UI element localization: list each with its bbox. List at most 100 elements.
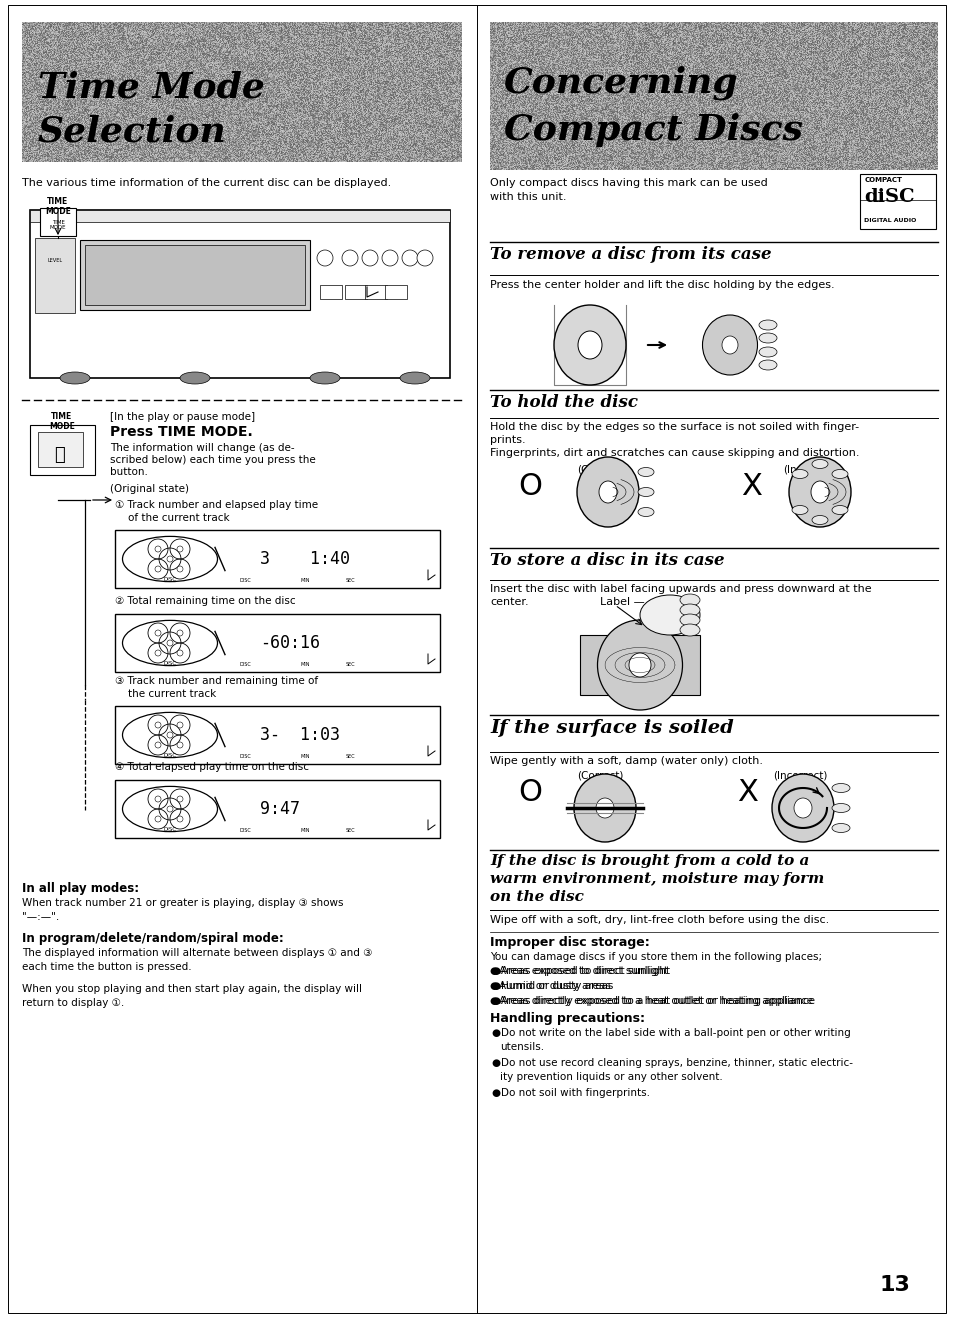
Text: Only compact discs having this mark can be used: Only compact discs having this mark can … (490, 178, 767, 188)
Text: center.: center. (490, 597, 528, 608)
Text: (Incorrect): (Incorrect) (772, 770, 826, 779)
Text: In all play modes:: In all play modes: (22, 882, 139, 896)
Text: SEC: SEC (345, 579, 355, 583)
Bar (35, 238, 75, 313)
Text: DISC: DISC (163, 753, 176, 758)
Text: Press TIME MODE.: Press TIME MODE. (110, 425, 253, 439)
Text: DISC: DISC (163, 577, 176, 581)
Ellipse shape (771, 774, 833, 841)
Text: Wipe off with a soft, dry, lint-free cloth before using the disc.: Wipe off with a soft, dry, lint-free clo… (490, 915, 828, 925)
Circle shape (154, 816, 161, 822)
Circle shape (416, 250, 433, 266)
Text: Press the center holder and lift the disc holding by the edges.: Press the center holder and lift the dis… (490, 280, 834, 291)
Text: Selection: Selection (38, 115, 227, 149)
Text: ② Total remaining time on the disc: ② Total remaining time on the disc (115, 596, 295, 606)
Bar (115, 614, 439, 672)
Ellipse shape (628, 653, 650, 676)
Text: DISC: DISC (239, 828, 251, 834)
Bar (345, 285, 367, 299)
Text: return to display ①.: return to display ①. (22, 997, 124, 1008)
Text: MIN: MIN (300, 579, 310, 583)
Text: To remove a disc from its case: To remove a disc from its case (490, 246, 771, 263)
Text: "—:—".: "—:—". (22, 911, 59, 922)
Text: warm environment, moisture may form: warm environment, moisture may form (490, 872, 823, 886)
Circle shape (154, 742, 161, 748)
Ellipse shape (310, 373, 339, 384)
Ellipse shape (831, 506, 847, 514)
Circle shape (316, 250, 333, 266)
Text: (Correct): (Correct) (577, 770, 622, 779)
Circle shape (177, 650, 183, 657)
Ellipse shape (810, 481, 828, 503)
Ellipse shape (638, 487, 654, 497)
Text: ✋: ✋ (54, 446, 66, 464)
Bar (579, 635, 700, 695)
Text: 3    1:40: 3 1:40 (260, 550, 350, 568)
Circle shape (177, 630, 183, 635)
Text: SEC: SEC (345, 662, 355, 667)
Text: Improper disc storage:: Improper disc storage: (490, 937, 649, 948)
Text: In program/delete/random/spiral mode:: In program/delete/random/spiral mode: (22, 933, 283, 945)
Text: ●Do not soil with fingerprints.: ●Do not soil with fingerprints. (492, 1089, 649, 1098)
Bar (859, 174, 935, 229)
Text: ●Aumid or dusty areas: ●Aumid or dusty areas (490, 982, 610, 991)
Ellipse shape (638, 507, 654, 517)
Text: The various time information of the current disc can be displayed.: The various time information of the curr… (22, 178, 391, 188)
Text: ●Areas directly exposed to a heat outlet or heating appliance: ●Areas directly exposed to a heat outlet… (492, 996, 814, 1007)
Text: with this unit.: with this unit. (490, 192, 566, 202)
Text: 3-  1:03: 3- 1:03 (260, 727, 339, 744)
Circle shape (177, 546, 183, 552)
Ellipse shape (831, 783, 849, 793)
Ellipse shape (759, 333, 776, 343)
Ellipse shape (679, 604, 700, 616)
Ellipse shape (639, 594, 700, 635)
Text: To hold the disc: To hold the disc (490, 394, 638, 411)
Bar (38, 432, 83, 468)
Text: SEC: SEC (345, 754, 355, 760)
Bar (115, 779, 439, 838)
Text: DISC: DISC (163, 827, 176, 832)
Text: the current track: the current track (128, 690, 216, 699)
Ellipse shape (791, 506, 807, 514)
Text: ●Areas exposed to direct sunlight: ●Areas exposed to direct sunlight (492, 966, 669, 976)
Text: Time Mode: Time Mode (38, 70, 265, 104)
Text: utensils.: utensils. (499, 1042, 543, 1052)
Circle shape (177, 816, 183, 822)
Text: ① Track number and elapsed play time: ① Track number and elapsed play time (115, 501, 317, 510)
Text: (Original state): (Original state) (110, 483, 189, 494)
Text: Concerning: Concerning (503, 65, 738, 99)
Text: ity prevention liquids or any other solvent.: ity prevention liquids or any other solv… (499, 1073, 722, 1082)
Ellipse shape (721, 336, 738, 354)
Text: You can damage discs if you store them in the following places;: You can damage discs if you store them i… (490, 952, 821, 962)
Ellipse shape (679, 624, 700, 635)
Ellipse shape (574, 774, 636, 841)
Text: MIN: MIN (300, 754, 310, 760)
Text: LEVEL: LEVEL (48, 258, 63, 280)
Circle shape (401, 250, 417, 266)
Text: If the surface is soiled: If the surface is soiled (490, 719, 733, 737)
Text: Compact Discs: Compact Discs (503, 114, 802, 147)
Circle shape (177, 797, 183, 802)
Circle shape (167, 639, 172, 646)
Text: X: X (740, 472, 761, 501)
Circle shape (167, 732, 172, 738)
Text: DISC: DISC (163, 660, 176, 666)
Text: The displayed information will alternate between displays ① and ③: The displayed information will alternate… (22, 948, 372, 958)
Text: When you stop playing and then start play again, the display will: When you stop playing and then start pla… (22, 984, 361, 993)
Text: on the disc: on the disc (490, 890, 583, 904)
Text: scribed below) each time you press the: scribed below) each time you press the (110, 454, 315, 465)
Text: button.: button. (110, 468, 148, 477)
Bar (115, 530, 439, 588)
Text: If the disc is brought from a cold to a: If the disc is brought from a cold to a (490, 853, 808, 868)
Text: SEC: SEC (345, 828, 355, 834)
Text: (Incorrect): (Incorrect) (782, 465, 837, 476)
Text: TIME
MODE: TIME MODE (45, 197, 71, 217)
Text: ③ Track number and remaining time of: ③ Track number and remaining time of (115, 676, 317, 686)
Text: prints.: prints. (490, 435, 525, 445)
Bar (30, 210, 450, 222)
Bar (365, 285, 387, 299)
Text: To store a disc in its case: To store a disc in its case (490, 552, 724, 569)
Text: O: O (517, 778, 541, 807)
Text: Insert the disc with label facing upwards and press downward at the: Insert the disc with label facing upward… (490, 584, 871, 594)
Circle shape (154, 630, 161, 635)
